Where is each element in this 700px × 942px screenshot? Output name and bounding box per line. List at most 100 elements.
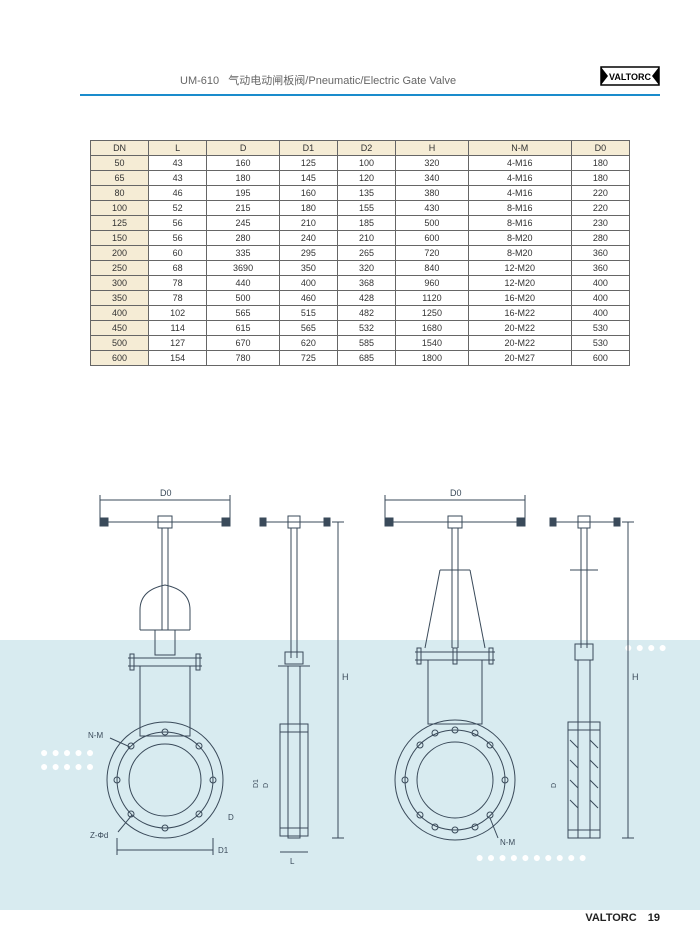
table-cell: 185 <box>338 216 396 231</box>
table-cell: 565 <box>279 321 337 336</box>
valve-diagram-right: D0 <box>370 480 640 880</box>
svg-text:N-M: N-M <box>500 838 515 847</box>
table-cell: 265 <box>338 246 396 261</box>
table-cell: 16-M20 <box>468 291 571 306</box>
table-row: 200603352952657208-M20360 <box>91 246 630 261</box>
table-header-row: DNLDD1D2HN-MD0 <box>91 141 630 156</box>
table-body: 50431601251003204-M161806543180145120340… <box>91 156 630 366</box>
table-cell: 960 <box>396 276 469 291</box>
page-number: 19 <box>648 912 660 924</box>
table-header-cell: H <box>396 141 469 156</box>
table-cell: 135 <box>338 186 396 201</box>
table-cell: 220 <box>571 201 629 216</box>
table-cell: 20-M22 <box>468 336 571 351</box>
table-row: 80461951601353804-M16220 <box>91 186 630 201</box>
table-cell: 160 <box>279 186 337 201</box>
table-row: 3007844040036896012-M20400 <box>91 276 630 291</box>
title-cn: 气动电动闸板阀 <box>228 75 305 87</box>
table-cell: 12-M20 <box>468 261 571 276</box>
table-cell: 1120 <box>396 291 469 306</box>
table-cell: 220 <box>571 186 629 201</box>
table-header-cell: D2 <box>338 141 396 156</box>
table-cell: 43 <box>149 171 207 186</box>
svg-text:D1: D1 <box>218 846 229 855</box>
table-cell: 1540 <box>396 336 469 351</box>
table-cell: 245 <box>207 216 280 231</box>
table-cell: 280 <box>207 231 280 246</box>
svg-text:D: D <box>263 783 270 788</box>
table-row: 450114615565532168020-M22530 <box>91 321 630 336</box>
table-row: 125562452101855008-M16230 <box>91 216 630 231</box>
footer-brand: VALTORC <box>585 912 636 924</box>
table-header-cell: DN <box>91 141 149 156</box>
table-cell: 685 <box>338 351 396 366</box>
table-cell: 8-M20 <box>468 246 571 261</box>
svg-text:D0: D0 <box>160 488 172 498</box>
table-cell: 43 <box>149 156 207 171</box>
table-cell: 500 <box>207 291 280 306</box>
table-cell: 4-M16 <box>468 186 571 201</box>
table-row: 100522151801554308-M16220 <box>91 201 630 216</box>
table-cell: 180 <box>279 201 337 216</box>
page-footer: VALTORC 19 <box>585 912 660 924</box>
table-header-cell: D0 <box>571 141 629 156</box>
table-cell: 20-M27 <box>468 351 571 366</box>
table-cell: 1250 <box>396 306 469 321</box>
table-cell: 280 <box>571 231 629 246</box>
table-cell: 460 <box>279 291 337 306</box>
svg-text:D1: D1 <box>253 779 260 788</box>
svg-text:N-M: N-M <box>88 731 103 740</box>
table-header-cell: D1 <box>279 141 337 156</box>
table-cell: 585 <box>338 336 396 351</box>
table-cell: 515 <box>279 306 337 321</box>
table-cell: 530 <box>571 321 629 336</box>
svg-text:VALTORC: VALTORC <box>609 72 651 82</box>
table-cell: 4-M16 <box>468 171 571 186</box>
table-cell: 50 <box>91 156 149 171</box>
table-cell: 4-M16 <box>468 156 571 171</box>
table-cell: 180 <box>207 171 280 186</box>
table-cell: 125 <box>279 156 337 171</box>
table-cell: 780 <box>207 351 280 366</box>
table-cell: 102 <box>149 306 207 321</box>
brand-logo: VALTORC <box>600 66 660 91</box>
svg-text:Z-Φd: Z-Φd <box>90 831 108 840</box>
table-cell: 127 <box>149 336 207 351</box>
table-cell: 56 <box>149 231 207 246</box>
table-cell: 400 <box>279 276 337 291</box>
table-cell: 430 <box>396 201 469 216</box>
svg-text:D: D <box>228 813 234 822</box>
table-cell: 620 <box>279 336 337 351</box>
table-cell: 180 <box>571 156 629 171</box>
table-cell: 125 <box>91 216 149 231</box>
table-row: 50431601251003204-M16180 <box>91 156 630 171</box>
table-cell: 180 <box>571 171 629 186</box>
table-cell: 450 <box>91 321 149 336</box>
table-cell: 3690 <box>207 261 280 276</box>
table-cell: 565 <box>207 306 280 321</box>
table-cell: 400 <box>91 306 149 321</box>
table-row: 150562802402106008-M20280 <box>91 231 630 246</box>
table-cell: 360 <box>571 261 629 276</box>
table-cell: 160 <box>207 156 280 171</box>
table-header-cell: N-M <box>468 141 571 156</box>
svg-text:D: D <box>551 783 558 788</box>
table-cell: 530 <box>571 336 629 351</box>
spec-table: DNLDD1D2HN-MD0 50431601251003204-M161806… <box>90 140 630 366</box>
title-en: Pneumatic/Electric Gate Valve <box>308 75 456 87</box>
table-cell: 20-M22 <box>468 321 571 336</box>
table-cell: 600 <box>396 231 469 246</box>
table-cell: 60 <box>149 246 207 261</box>
table-cell: 725 <box>279 351 337 366</box>
table-cell: 532 <box>338 321 396 336</box>
table-cell: 12-M20 <box>468 276 571 291</box>
table-cell: 428 <box>338 291 396 306</box>
table-cell: 78 <box>149 276 207 291</box>
table-cell: 68 <box>149 261 207 276</box>
table-row: 500127670620585154020-M22530 <box>91 336 630 351</box>
table-cell: 600 <box>91 351 149 366</box>
table-cell: 295 <box>279 246 337 261</box>
table-cell: 250 <box>91 261 149 276</box>
table-cell: 1680 <box>396 321 469 336</box>
table-cell: 8-M16 <box>468 216 571 231</box>
